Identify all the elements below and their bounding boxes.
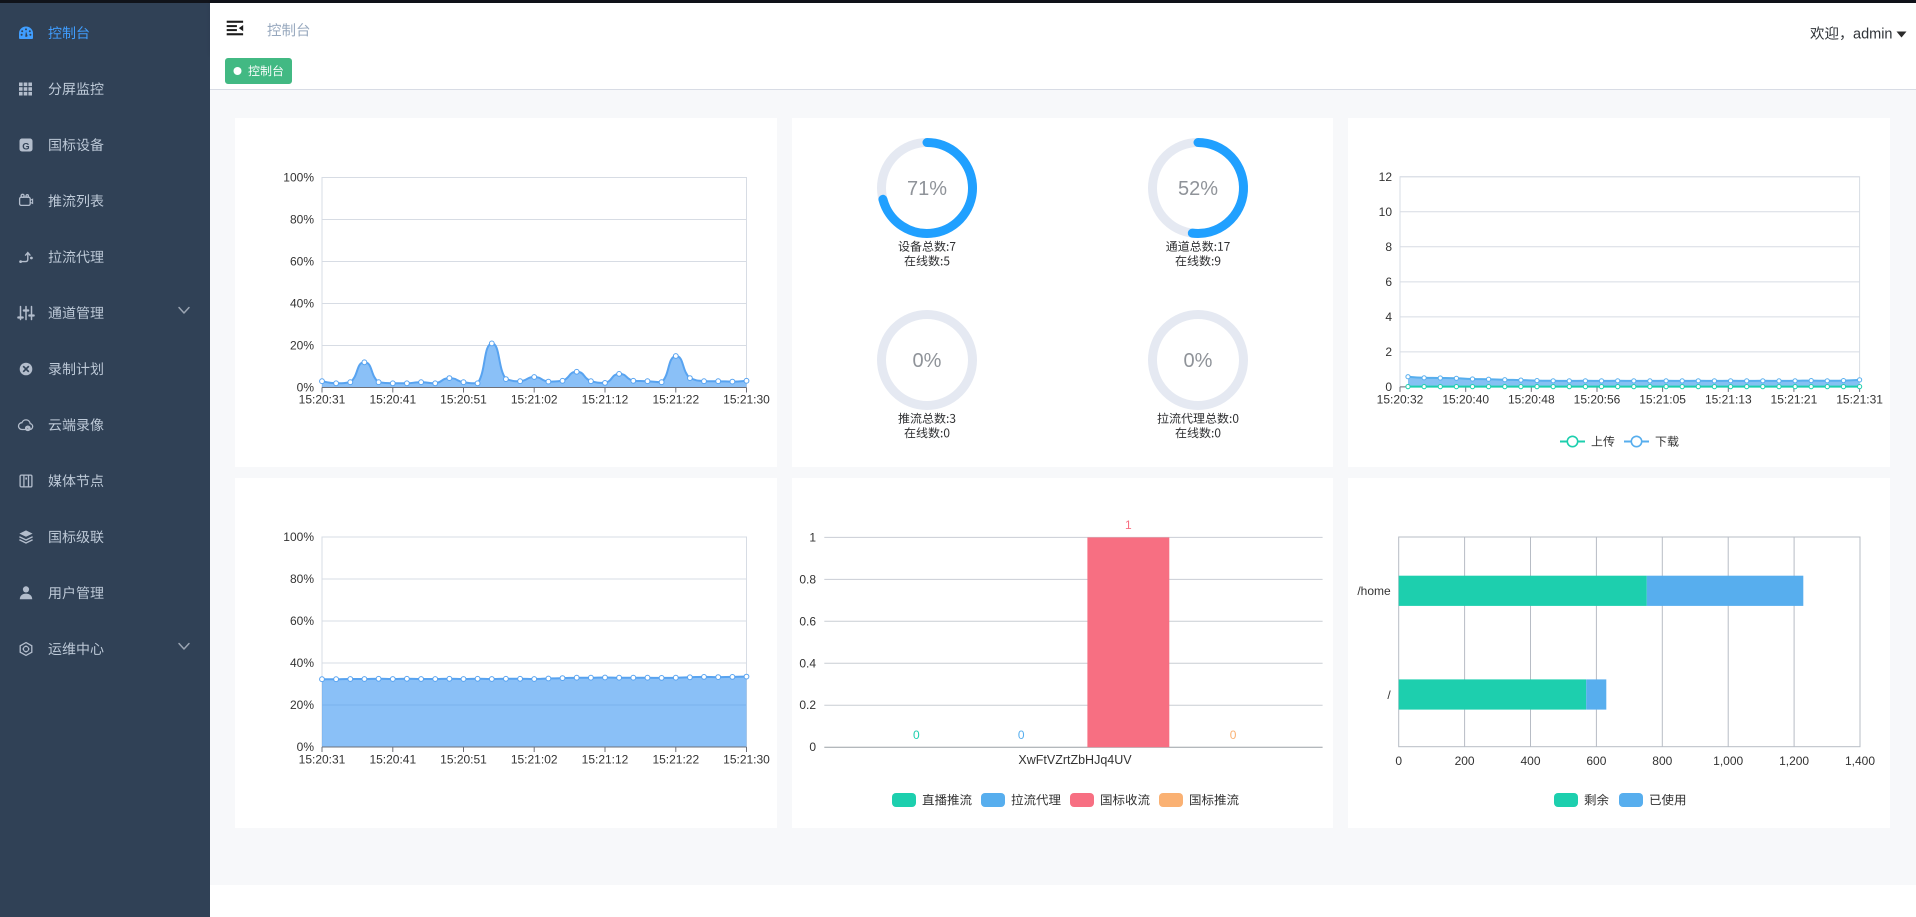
svg-text:XwFtVZrtZbHJq4UV: XwFtVZrtZbHJq4UV [1018,753,1132,767]
svg-text:15:20:32: 15:20:32 [1377,393,1424,407]
svg-text:20%: 20% [290,339,314,353]
svg-text:G: G [22,142,29,153]
svg-text:2: 2 [1385,345,1392,359]
svg-text:15:21:30: 15:21:30 [723,753,770,767]
svg-text:60%: 60% [290,255,314,269]
svg-text:20%: 20% [290,698,314,712]
svg-text:15:21:13: 15:21:13 [1705,393,1752,407]
svg-text:40%: 40% [290,656,314,670]
svg-text:40%: 40% [290,297,314,311]
svg-text:/: / [1387,688,1391,702]
svg-text:1,000: 1,000 [1713,754,1743,768]
svg-text:0%: 0% [1184,350,1213,372]
svg-text:200: 200 [1455,754,1475,768]
svg-text:80%: 80% [290,213,314,227]
svg-text:100%: 100% [283,171,314,185]
svg-text:15:21:30: 15:21:30 [723,393,770,407]
svg-text:15:20:41: 15:20:41 [369,393,416,407]
svg-text:800: 800 [1652,754,1672,768]
svg-text:15:20:40: 15:20:40 [1442,393,1489,407]
svg-text:600: 600 [1586,754,1606,768]
svg-text:1,200: 1,200 [1779,754,1809,768]
svg-text:15:20:31: 15:20:31 [299,393,346,407]
svg-text:15:21:21: 15:21:21 [1771,393,1818,407]
svg-text:52%: 52% [1178,178,1218,200]
svg-text:15:20:31: 15:20:31 [299,753,346,767]
svg-text:15:21:12: 15:21:12 [582,393,629,407]
svg-text:0: 0 [1018,728,1025,742]
svg-text:60%: 60% [290,614,314,628]
svg-text:0: 0 [1230,728,1237,742]
svg-text:15:20:51: 15:20:51 [440,753,487,767]
svg-text:15:21:05: 15:21:05 [1639,393,1686,407]
svg-text:8: 8 [1385,240,1392,254]
svg-text:15:21:31: 15:21:31 [1836,393,1883,407]
svg-text:15:20:56: 15:20:56 [1574,393,1621,407]
svg-text:15:21:22: 15:21:22 [652,393,699,407]
svg-text:0%: 0% [297,381,315,395]
svg-text:1: 1 [1125,518,1132,532]
svg-text:0: 0 [1395,754,1402,768]
svg-text:80%: 80% [290,572,314,586]
svg-text:100%: 100% [283,530,314,544]
svg-text:0: 0 [1385,380,1392,394]
svg-text:6: 6 [1385,275,1392,289]
svg-text:15:21:02: 15:21:02 [511,393,558,407]
svg-text:0: 0 [809,740,816,754]
svg-text:admin: admin [1853,27,1893,43]
svg-text:0.2: 0.2 [799,698,816,712]
svg-text:15:20:51: 15:20:51 [440,393,487,407]
svg-text:15:20:41: 15:20:41 [369,753,416,767]
svg-text:15:21:02: 15:21:02 [511,753,558,767]
svg-text:71%: 71% [907,178,947,200]
svg-text:0%: 0% [297,740,315,754]
svg-text:1,400: 1,400 [1845,754,1875,768]
svg-text:10: 10 [1379,205,1393,219]
svg-text:15:21:12: 15:21:12 [582,753,629,767]
svg-text:0%: 0% [913,350,942,372]
svg-text:0.4: 0.4 [799,656,816,670]
svg-text:0: 0 [913,728,920,742]
svg-text:12: 12 [1379,170,1393,184]
svg-text:/home: /home [1357,584,1391,598]
svg-text:15:21:22: 15:21:22 [652,753,699,767]
svg-text:15:20:48: 15:20:48 [1508,393,1555,407]
svg-text:0.8: 0.8 [799,572,816,586]
svg-text:4: 4 [1385,310,1392,324]
svg-text:400: 400 [1520,754,1540,768]
svg-text:1: 1 [809,530,816,544]
svg-text:0.6: 0.6 [799,614,816,628]
